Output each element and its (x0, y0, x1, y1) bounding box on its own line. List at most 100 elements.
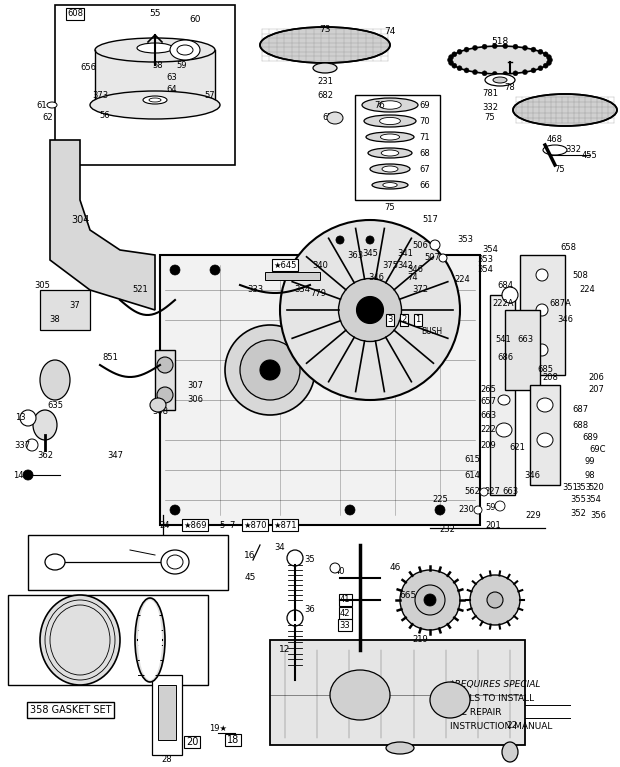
Text: 5: 5 (219, 521, 224, 529)
Polygon shape (50, 140, 155, 310)
Ellipse shape (503, 44, 508, 48)
Ellipse shape (372, 181, 408, 189)
Text: 334: 334 (294, 285, 310, 295)
Ellipse shape (386, 742, 414, 754)
Ellipse shape (379, 100, 401, 109)
Ellipse shape (472, 70, 477, 74)
Text: 375: 375 (382, 261, 398, 269)
Ellipse shape (327, 112, 343, 124)
Ellipse shape (23, 470, 33, 480)
Text: 687A: 687A (549, 298, 571, 308)
Ellipse shape (225, 325, 315, 415)
Text: 74: 74 (408, 274, 419, 282)
Ellipse shape (430, 682, 470, 718)
Text: 362: 362 (37, 450, 53, 459)
FancyBboxPatch shape (152, 675, 182, 755)
Ellipse shape (492, 71, 497, 77)
Ellipse shape (472, 45, 477, 51)
Text: 229: 229 (525, 511, 541, 519)
Text: 67: 67 (420, 164, 430, 173)
Ellipse shape (435, 265, 445, 275)
Ellipse shape (287, 550, 303, 566)
Ellipse shape (457, 49, 462, 54)
Ellipse shape (495, 501, 505, 511)
Bar (95, 50, 215, 105)
Text: 200: 200 (265, 274, 281, 282)
Text: 354: 354 (477, 265, 493, 275)
FancyBboxPatch shape (505, 310, 540, 390)
Text: 341: 341 (397, 249, 413, 258)
Text: ★645: ★645 (273, 261, 297, 269)
Ellipse shape (143, 96, 167, 104)
Text: 98: 98 (585, 470, 595, 479)
Text: 354: 354 (482, 245, 498, 255)
Ellipse shape (523, 45, 528, 51)
Text: 208: 208 (542, 374, 558, 383)
Text: 346: 346 (557, 315, 573, 324)
Text: 355: 355 (570, 495, 586, 505)
Text: 74: 74 (384, 28, 396, 37)
Ellipse shape (435, 505, 445, 515)
Text: 351: 351 (562, 483, 578, 492)
Text: 337: 337 (14, 440, 30, 449)
Text: 41: 41 (340, 595, 350, 604)
Text: 358 GASKET SET: 358 GASKET SET (30, 705, 112, 715)
Text: SEE REPAIR: SEE REPAIR (450, 708, 502, 717)
Text: 345: 345 (362, 249, 378, 258)
Text: 22: 22 (507, 720, 518, 729)
Text: 222: 222 (480, 426, 496, 434)
Text: 655: 655 (322, 114, 338, 123)
Ellipse shape (339, 278, 402, 341)
Ellipse shape (537, 398, 553, 412)
Ellipse shape (546, 54, 551, 60)
Text: 658: 658 (560, 243, 576, 252)
Text: BUSH: BUSH (422, 328, 443, 337)
Text: 201: 201 (485, 521, 501, 529)
Text: 308: 308 (152, 407, 168, 416)
Text: 506: 506 (412, 241, 428, 249)
Text: 219: 219 (412, 636, 428, 644)
Text: 305: 305 (34, 281, 50, 289)
Text: 18: 18 (227, 735, 239, 745)
Text: 224: 224 (454, 275, 470, 285)
Text: 781: 781 (482, 90, 498, 98)
Ellipse shape (531, 47, 536, 52)
Ellipse shape (503, 71, 508, 77)
Text: 232: 232 (439, 525, 455, 535)
Ellipse shape (330, 563, 340, 573)
Ellipse shape (366, 236, 374, 244)
Ellipse shape (170, 265, 180, 275)
Text: 354: 354 (585, 495, 601, 505)
Ellipse shape (370, 164, 410, 174)
Ellipse shape (210, 265, 220, 275)
Text: 32: 32 (135, 541, 145, 549)
Ellipse shape (379, 117, 401, 124)
Ellipse shape (40, 595, 120, 685)
Ellipse shape (502, 742, 518, 762)
Text: 518: 518 (492, 38, 508, 47)
Ellipse shape (345, 505, 355, 515)
Ellipse shape (498, 395, 510, 405)
Text: 353: 353 (575, 483, 591, 492)
Ellipse shape (313, 63, 337, 73)
Ellipse shape (537, 433, 553, 447)
Ellipse shape (240, 340, 300, 400)
Ellipse shape (33, 410, 57, 440)
Text: 26: 26 (24, 605, 36, 614)
Ellipse shape (368, 148, 412, 158)
Text: 60: 60 (189, 15, 201, 25)
Text: 61: 61 (37, 100, 47, 110)
Text: 332: 332 (565, 146, 581, 154)
Ellipse shape (336, 236, 344, 244)
Text: 265: 265 (480, 386, 496, 394)
Text: 656: 656 (80, 64, 96, 73)
Text: 227: 227 (484, 488, 500, 496)
Text: 45: 45 (244, 574, 255, 582)
Text: 68: 68 (420, 149, 430, 157)
Ellipse shape (362, 98, 418, 112)
Ellipse shape (424, 594, 436, 606)
Ellipse shape (536, 304, 548, 316)
Ellipse shape (47, 102, 57, 108)
Text: 688: 688 (572, 420, 588, 430)
Ellipse shape (448, 58, 453, 62)
